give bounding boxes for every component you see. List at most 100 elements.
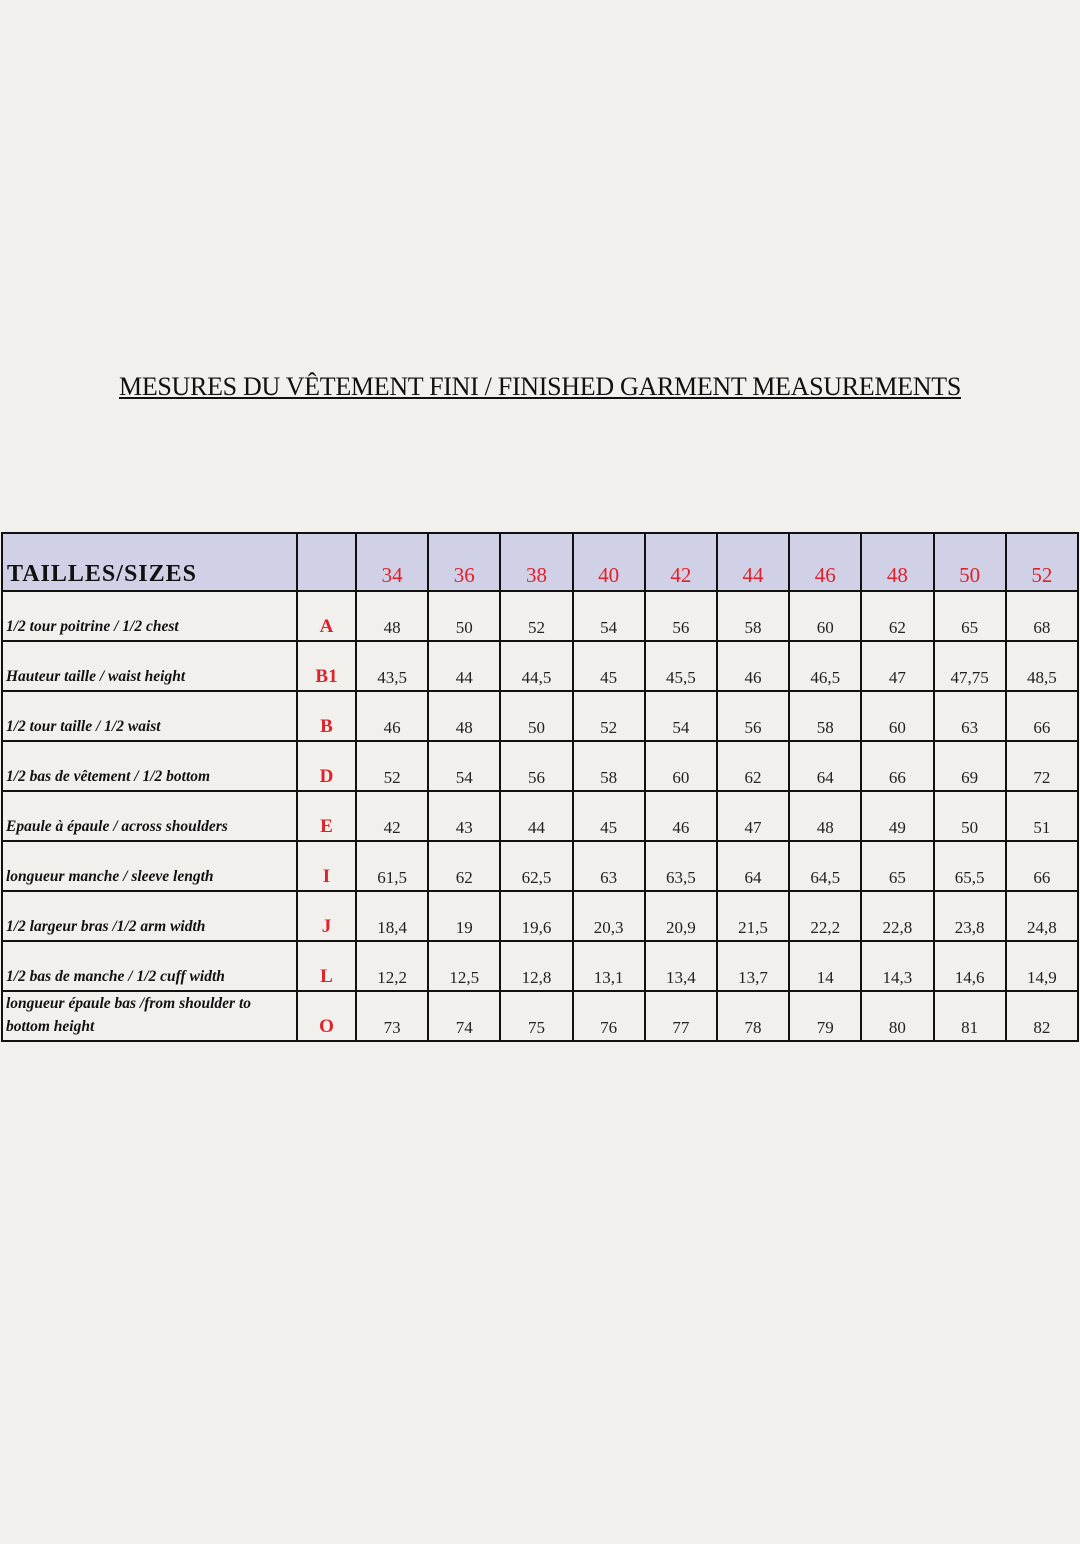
measurement-value: 43,5 [354, 640, 430, 692]
measurement-code: D [296, 740, 357, 792]
measurement-value: 73 [354, 990, 430, 1042]
size-header: 42 [643, 532, 718, 592]
measurement-value: 50 [427, 590, 502, 642]
measurement-value: 56 [499, 740, 574, 792]
header-row: TAILLES/SIZES 34 36 38 40 42 44 46 48 50 52 [1, 532, 1080, 592]
table-row: 1/2 largeur bras /1/2 arm width J 18,4 19 19… [1, 890, 1080, 942]
table-row: Hauteur taille / waist height B1 43,5 44 44,… [1, 640, 1080, 692]
measurement-value: 46 [643, 790, 718, 842]
measurement-name: 1/2 largeur bras /1/2 arm width [1, 890, 298, 942]
measurement-value: 56 [715, 690, 791, 742]
measurement-code: L [296, 940, 357, 992]
size-header: 48 [860, 532, 935, 592]
measurement-value: 77 [643, 990, 718, 1042]
measurement-value: 64 [788, 740, 863, 792]
measurement-value: 58 [715, 590, 791, 642]
measurement-value: 48 [427, 690, 502, 742]
measurement-value: 54 [643, 690, 718, 742]
measurement-value: 44 [427, 640, 502, 692]
code-header [296, 532, 357, 592]
measurement-value: 44,5 [499, 640, 574, 692]
measurement-code: A [296, 590, 357, 642]
measurement-value: 51 [1004, 790, 1080, 842]
measurement-name: Hauteur taille / waist height [1, 640, 298, 692]
measurement-value: 50 [499, 690, 574, 742]
measurement-code: B1 [296, 640, 357, 692]
size-header: 44 [715, 532, 791, 592]
measurement-name: longueur épaule bas /from shoulder to bo… [1, 990, 298, 1042]
measurement-value: 81 [932, 990, 1007, 1042]
measurement-value: 63 [932, 690, 1007, 742]
measurement-value: 48 [788, 790, 863, 842]
measurement-value: 48 [354, 590, 430, 642]
measurement-value: 14,3 [860, 940, 935, 992]
measurement-value: 63 [571, 840, 646, 892]
measurement-value: 56 [643, 590, 718, 642]
measurement-code: B [296, 690, 357, 742]
measurement-value: 82 [1004, 990, 1080, 1042]
size-header: 34 [354, 532, 430, 592]
measurement-value: 23,8 [932, 890, 1007, 942]
measurement-value: 68 [1004, 590, 1080, 642]
measurement-value: 52 [354, 740, 430, 792]
measurement-name: Epaule à épaule / across shoulders [1, 790, 298, 842]
measurement-value: 46 [354, 690, 430, 742]
measurement-value: 19,6 [499, 890, 574, 942]
measurement-value: 43 [427, 790, 502, 842]
measurement-value: 58 [788, 690, 863, 742]
measurement-value: 61,5 [354, 840, 430, 892]
measurement-value: 46,5 [788, 640, 863, 692]
measurement-value: 65,5 [932, 840, 1007, 892]
measurement-value: 65 [932, 590, 1007, 642]
measurement-code: I [296, 840, 357, 892]
measurement-name: 1/2 bas de manche / 1/2 cuff width [1, 940, 298, 992]
measurement-value: 13,7 [715, 940, 791, 992]
measurement-value: 48,5 [1004, 640, 1080, 692]
measurement-name: 1/2 tour taille / 1/2 waist [1, 690, 298, 742]
measurement-value: 12,5 [427, 940, 502, 992]
size-header: 40 [571, 532, 646, 592]
measurement-value: 65 [860, 840, 935, 892]
measurement-value: 20,3 [571, 890, 646, 942]
measurement-value: 50 [932, 790, 1007, 842]
measurement-value: 42 [354, 790, 430, 842]
measurement-value: 47 [715, 790, 791, 842]
measurement-code: O [296, 990, 357, 1042]
measurements-table: TAILLES/SIZES 34 36 38 40 42 44 46 48 50 52 1/2 tou… [1, 532, 1080, 1042]
measurement-value: 45,5 [643, 640, 718, 692]
measurement-value: 52 [499, 590, 574, 642]
measurement-value: 52 [571, 690, 646, 742]
measurement-value: 44 [499, 790, 574, 842]
measurement-name: 1/2 tour poitrine / 1/2 chest [1, 590, 298, 642]
measurement-name: longueur manche / sleeve length [1, 840, 298, 892]
measurement-value: 45 [571, 640, 646, 692]
size-header: 52 [1004, 532, 1080, 592]
size-header: 46 [788, 532, 863, 592]
page-title: MESURES DU VÊTEMENT FINI / FINISHED GARM… [119, 372, 961, 401]
measurement-value: 78 [715, 990, 791, 1042]
measurement-value: 60 [860, 690, 935, 742]
measurement-value: 58 [571, 740, 646, 792]
measurement-value: 62,5 [499, 840, 574, 892]
measurement-value: 18,4 [354, 890, 430, 942]
measurement-code: J [296, 890, 357, 942]
measurement-value: 13,1 [571, 940, 646, 992]
measurement-value: 66 [1004, 690, 1080, 742]
measurement-value: 62 [427, 840, 502, 892]
measurement-value: 19 [427, 890, 502, 942]
measurement-value: 22,8 [860, 890, 935, 942]
table-row: 1/2 bas de vêtement / 1/2 bottom D 52 54 56 5… [1, 740, 1080, 792]
measurement-value: 54 [427, 740, 502, 792]
size-header: 38 [499, 532, 574, 592]
table-row: 1/2 tour poitrine / 1/2 chest A 48 50 52 54 56… [1, 590, 1080, 642]
table-row: longueur manche / sleeve length I 61,5 62 62… [1, 840, 1080, 892]
measurement-value: 63,5 [643, 840, 718, 892]
table-row: Epaule à épaule / across shoulders E 42 43 4… [1, 790, 1080, 842]
table-row: 1/2 bas de manche / 1/2 cuff width L 12,2 1… [1, 940, 1080, 992]
measurement-value: 64,5 [788, 840, 863, 892]
measurement-value: 80 [860, 990, 935, 1042]
measurement-value: 69 [932, 740, 1007, 792]
measurement-value: 46 [715, 640, 791, 692]
measurement-value: 62 [860, 590, 935, 642]
measurement-value: 47 [860, 640, 935, 692]
